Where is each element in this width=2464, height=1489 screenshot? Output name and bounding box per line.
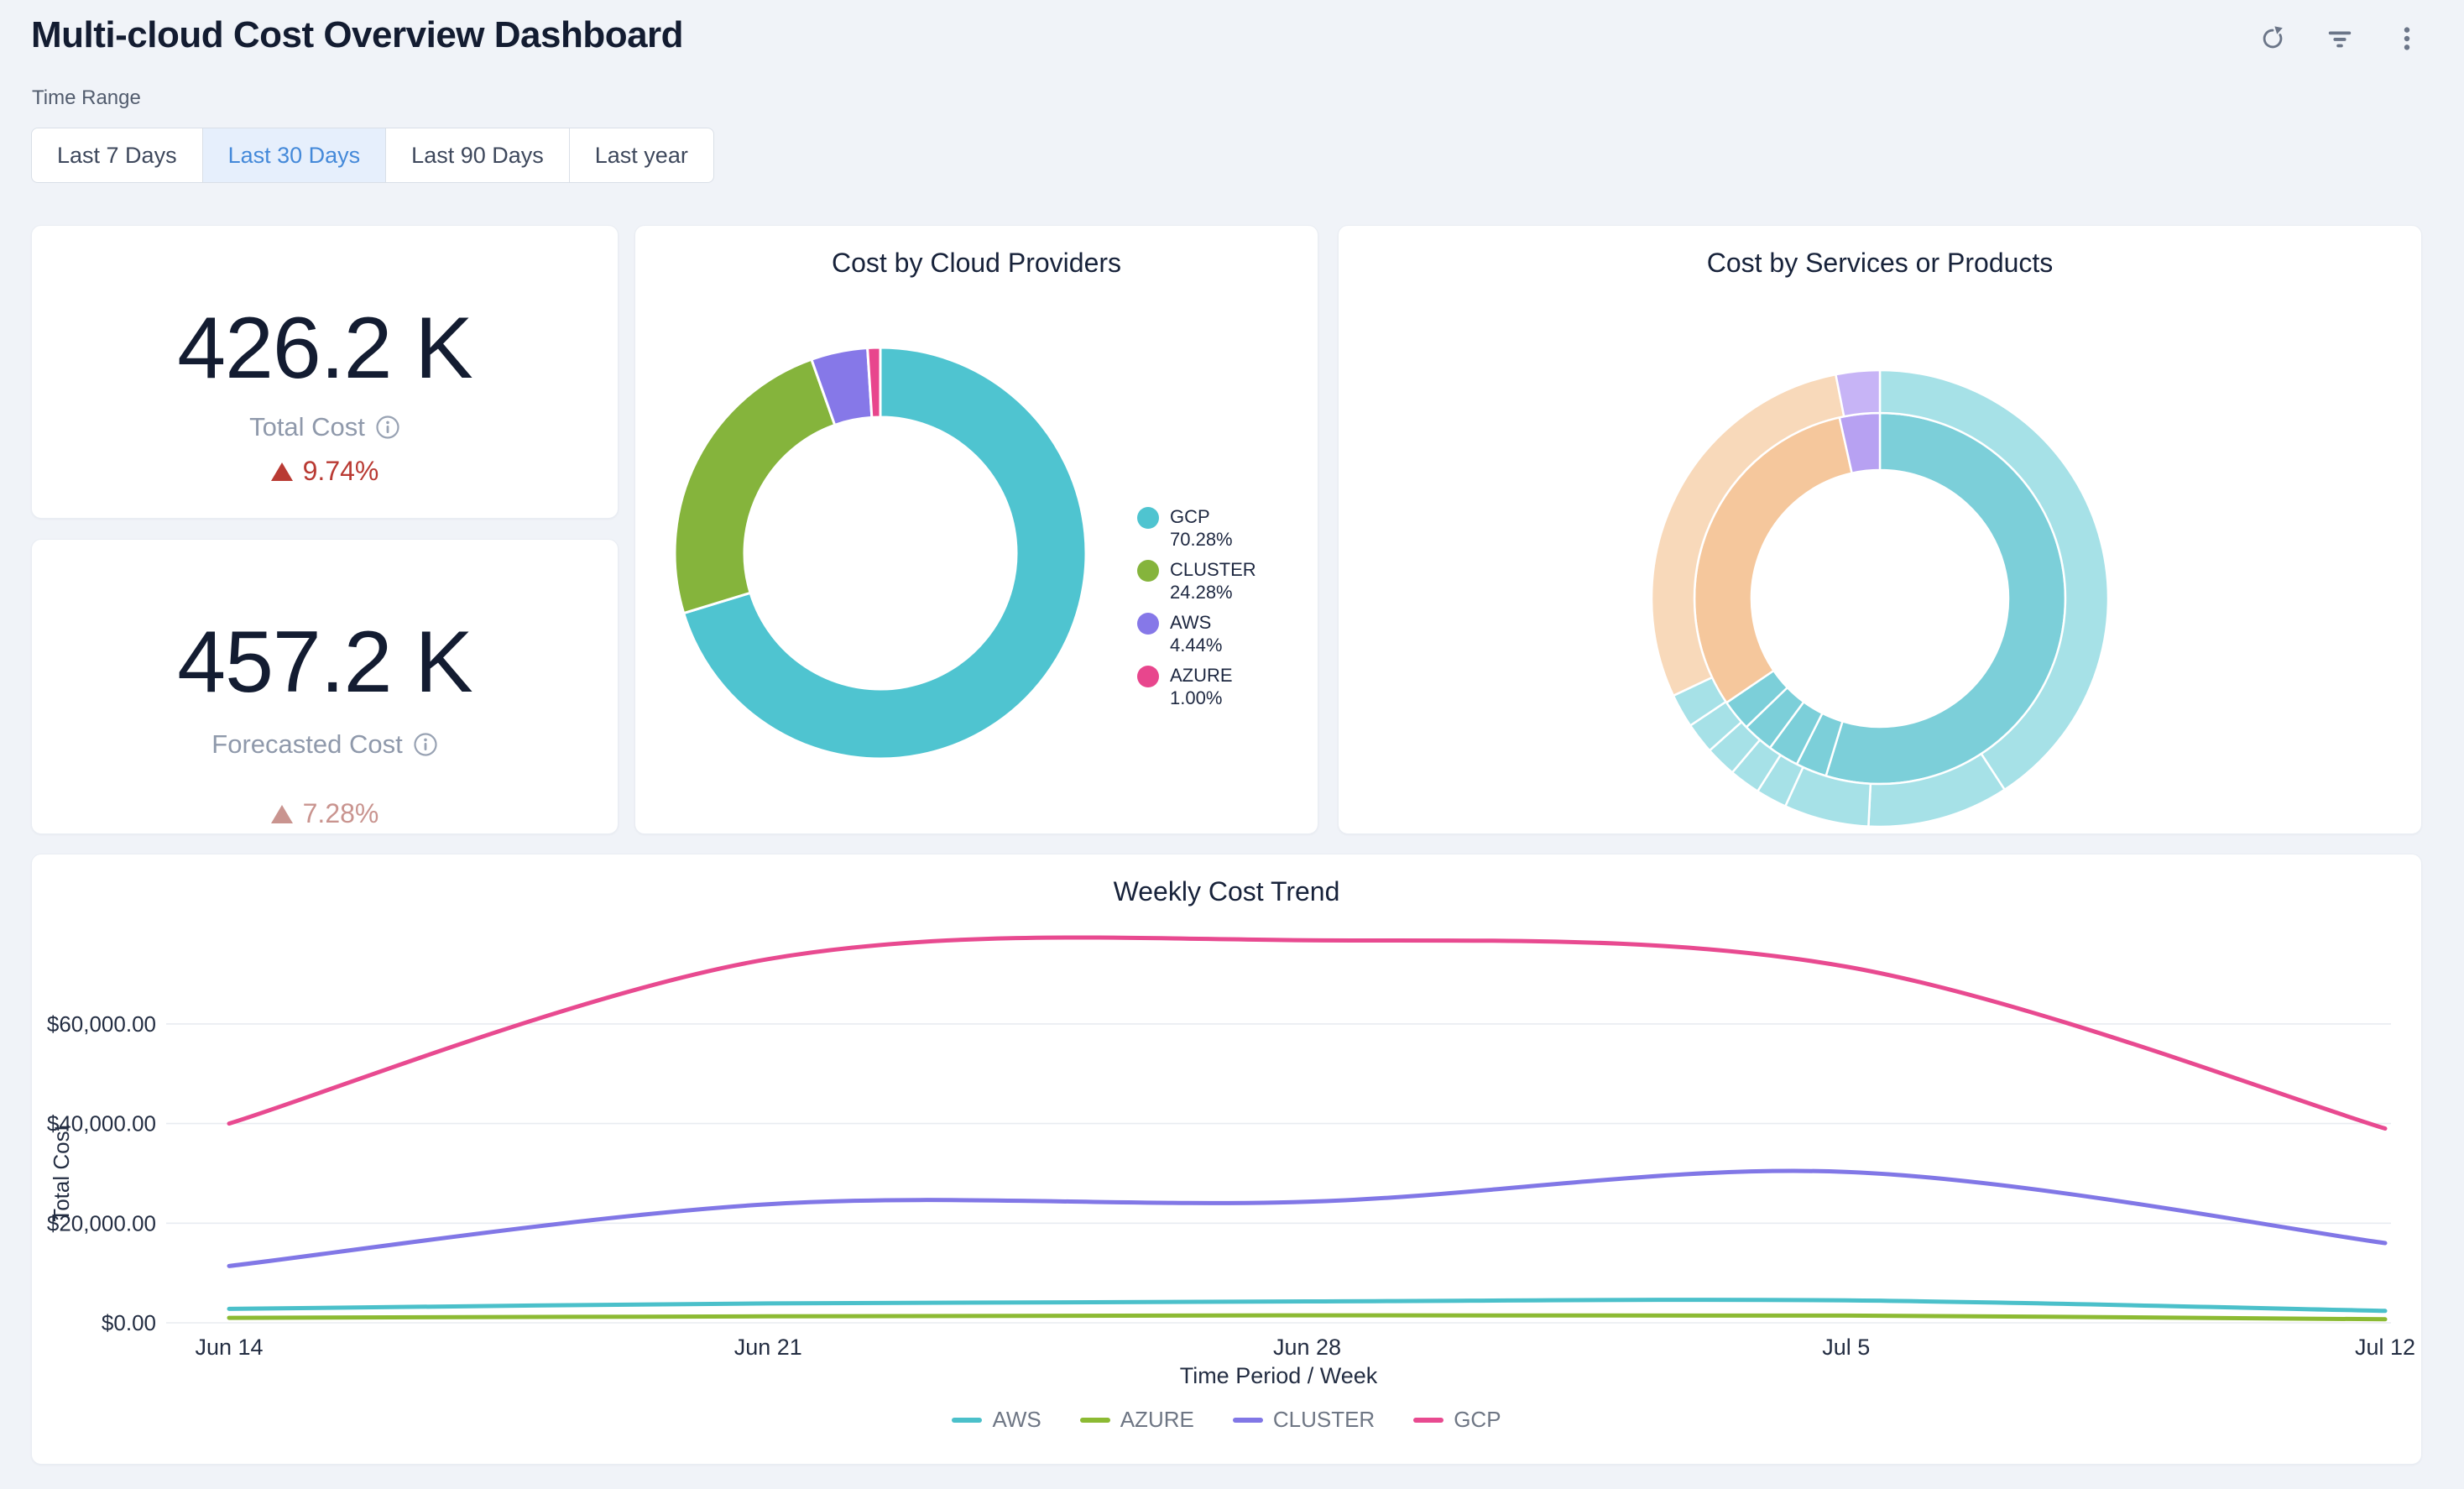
azure-line-marker [1079, 1417, 1110, 1423]
legend-item-aws[interactable]: AWS 4.44% [1137, 611, 1265, 656]
header-actions [2254, 20, 2425, 57]
forecasted-cost-card: 457.2 K Forecasted Cost 7.28% [31, 539, 619, 834]
total-cost-card: 426.2 K Total Cost 9.74% [31, 225, 619, 519]
aws-legend-dot [1137, 613, 1159, 635]
cost-by-cloud-providers-panel: Cost by Cloud Providers GCP 70.28% CLUST… [634, 225, 1318, 834]
svg-text:$20,000.00: $20,000.00 [47, 1210, 156, 1236]
services-sunburst-chart[interactable] [1645, 363, 2115, 833]
legend-item-cluster[interactable]: CLUSTER [1232, 1407, 1375, 1433]
time-range-label: Time Range [32, 86, 141, 109]
time-range-last-30-days[interactable]: Last 30 Days [201, 128, 387, 183]
legend-item-gcp[interactable]: GCP 70.28% [1137, 505, 1265, 551]
total-cost-value: 426.2 K [177, 300, 473, 397]
time-range-selector: Last 7 Days Last 30 Days Last 90 Days La… [31, 128, 714, 183]
kpi-column: 426.2 K Total Cost 9.74% [31, 225, 619, 834]
gcp-line-marker [1413, 1417, 1444, 1423]
svg-text:Time Period / Week: Time Period / Week [1180, 1363, 1378, 1388]
legend-item-azure[interactable]: AZURE [1079, 1407, 1194, 1433]
info-icon[interactable] [413, 732, 438, 757]
svg-text:Jun 14: Jun 14 [195, 1335, 263, 1360]
svg-text:$40,000.00: $40,000.00 [47, 1111, 156, 1136]
aws-line-marker [952, 1417, 983, 1423]
refresh-icon [2263, 26, 2283, 49]
up-triangle-icon [270, 462, 293, 481]
svg-text:Jul 5: Jul 5 [1822, 1335, 1870, 1360]
sunburst-chart-title: Cost by Services or Products [1706, 248, 2054, 278]
weekly-chart-legend: AWS AZURE CLUSTER GCP [32, 1407, 2421, 1433]
more-button[interactable] [2388, 20, 2425, 57]
info-icon[interactable] [375, 415, 400, 440]
azure-legend-dot [1137, 666, 1159, 687]
time-range-last-7-days[interactable]: Last 7 Days [31, 128, 203, 183]
kebab-menu-icon [2404, 27, 2410, 50]
legend-item-aws[interactable]: AWS [952, 1407, 1041, 1433]
total-cost-delta: 9.74% [270, 456, 378, 487]
legend-item-cluster[interactable]: CLUSTER 24.28% [1137, 558, 1265, 603]
svg-text:Jun 21: Jun 21 [734, 1335, 802, 1360]
svg-text:Jul 12: Jul 12 [2355, 1335, 2415, 1360]
time-range-last-year[interactable]: Last year [568, 128, 714, 183]
legend-item-azure[interactable]: AZURE 1.00% [1137, 664, 1265, 709]
total-cost-label: Total Cost [249, 412, 365, 441]
page-title: Multi-cloud Cost Overview Dashboard [31, 14, 684, 55]
gcp-legend-dot [1137, 507, 1159, 529]
header: Multi-cloud Cost Overview Dashboard [31, 10, 2425, 60]
top-row: 426.2 K Total Cost 9.74% [31, 225, 2422, 834]
weekly-chart-title: Weekly Cost Trend [1113, 876, 1340, 906]
time-range-last-90-days[interactable]: Last 90 Days [385, 128, 570, 183]
weekly-cost-trend-panel: $0.00 $20,000.00 $40,000.00 $60,000.00 Total… [31, 854, 2422, 1465]
up-triangle-icon [270, 804, 293, 823]
donut-legend: GCP 70.28% CLUSTER 24.28% AWS 4.44% AZUR… [1137, 505, 1265, 709]
cluster-line-marker [1232, 1417, 1263, 1423]
filter-button[interactable] [2321, 20, 2358, 57]
svg-text:Total Cost: Total Cost [49, 1124, 74, 1221]
weekly-cost-trend-chart[interactable]: $0.00 $20,000.00 $40,000.00 $60,000.00 Total… [32, 854, 2423, 1465]
forecasted-cost-value: 457.2 K [177, 614, 473, 711]
cloud-providers-donut-chart[interactable] [675, 347, 1086, 759]
svg-text:$60,000.00: $60,000.00 [47, 1011, 156, 1037]
cost-by-services-panel: Cost by Services or Products [1338, 225, 2422, 834]
donut-chart-title: Cost by Cloud Providers [831, 248, 1122, 278]
refresh-button[interactable] [2254, 20, 2291, 57]
filter-icon [2328, 31, 2352, 48]
forecasted-cost-label: Forecasted Cost [211, 729, 403, 759]
cluster-legend-dot [1137, 560, 1159, 582]
legend-item-gcp[interactable]: GCP [1413, 1407, 1501, 1433]
svg-text:Jun 28: Jun 28 [1273, 1335, 1341, 1360]
svg-text:$0.00: $0.00 [102, 1310, 156, 1335]
forecasted-cost-delta: 7.28% [270, 798, 378, 829]
